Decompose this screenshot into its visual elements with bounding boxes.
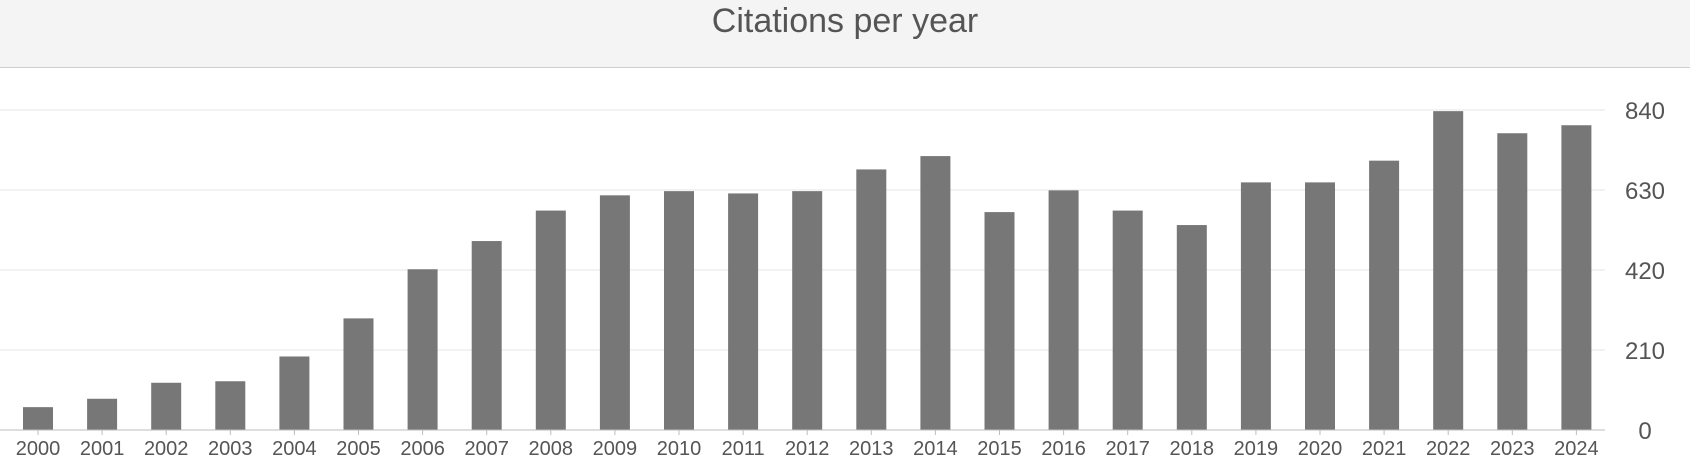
x-tick-label: 2000 — [16, 438, 61, 460]
x-tick-label: 2014 — [913, 438, 958, 460]
x-tick-label: 2004 — [272, 438, 317, 460]
x-tick-label: 2018 — [1170, 438, 1215, 460]
x-tick-label: 2002 — [144, 438, 189, 460]
bar — [1176, 225, 1207, 430]
bar — [664, 191, 694, 430]
x-tick-label: 2023 — [1490, 438, 1535, 460]
x-tick-label: 2020 — [1298, 438, 1343, 460]
bar — [1497, 133, 1528, 430]
x-tick-label: 2006 — [400, 438, 445, 460]
x-tick-label: 2005 — [336, 438, 381, 460]
y-tick-label: 420 — [1625, 258, 1665, 285]
chart-title: Citations per year — [711, 2, 979, 40]
bar — [1112, 210, 1143, 430]
x-tick-label: 2008 — [529, 438, 574, 460]
bar — [279, 356, 310, 430]
bar — [1240, 182, 1271, 430]
x-tick-label: 2009 — [593, 438, 638, 460]
x-tick-label: 2010 — [657, 438, 702, 460]
bar — [407, 269, 438, 430]
bar — [87, 398, 118, 430]
x-tick-label: 2007 — [464, 438, 509, 460]
bar — [343, 318, 374, 430]
bar — [856, 169, 887, 430]
y-tick-label: 0 — [1638, 418, 1651, 445]
bar — [215, 381, 246, 430]
bar — [1369, 160, 1400, 430]
x-tick-label: 2017 — [1105, 438, 1150, 460]
bar — [23, 407, 53, 430]
x-tick-label: 2016 — [1041, 438, 1086, 460]
bar — [471, 241, 502, 430]
x-tick-label: 2019 — [1234, 438, 1279, 460]
x-tick-label: 2022 — [1426, 438, 1471, 460]
bar — [1561, 125, 1592, 430]
y-tick-label: 840 — [1625, 98, 1665, 125]
x-tick-label: 2015 — [977, 438, 1022, 460]
bar — [920, 156, 951, 430]
bar — [792, 191, 823, 430]
y-tick-label: 210 — [1625, 338, 1665, 365]
bar — [984, 212, 1015, 430]
x-tick-label: 2024 — [1554, 438, 1599, 460]
x-tick-label: 2012 — [785, 438, 830, 460]
y-tick-label: 630 — [1625, 178, 1665, 205]
bar — [728, 193, 759, 430]
bar — [599, 195, 630, 430]
x-tick-label: 2001 — [80, 438, 125, 460]
x-tick-label: 2013 — [849, 438, 894, 460]
x-tick-label: 2003 — [208, 438, 253, 460]
x-tick-label: 2021 — [1362, 438, 1407, 460]
bar — [151, 382, 182, 430]
bar — [1305, 182, 1335, 430]
x-tick-label: 2011 — [722, 438, 765, 460]
bar — [1048, 190, 1079, 430]
bar — [535, 210, 566, 430]
chart-header: Citations per year — [0, 0, 1690, 68]
bar — [1433, 111, 1464, 431]
